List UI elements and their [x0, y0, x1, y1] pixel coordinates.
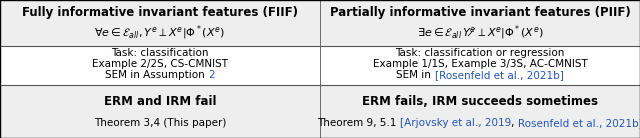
Text: Example 2/2S, CS-CMNIST: Example 2/2S, CS-CMNIST	[92, 59, 228, 69]
Text: Partially informative invariant features (PIIF): Partially informative invariant features…	[330, 6, 630, 19]
Text: $\exists e \in \mathcal{E}_{all}\, Y^e \not\perp X^e|\Phi^*(X^e)$: $\exists e \in \mathcal{E}_{all}\, Y^e \…	[417, 23, 543, 42]
Text: Theorem 3,4 (This paper): Theorem 3,4 (This paper)	[94, 118, 226, 128]
Text: Fully informative invariant features (FIIF): Fully informative invariant features (FI…	[22, 6, 298, 19]
Text: ERM fails, IRM succeeds sometimes: ERM fails, IRM succeeds sometimes	[362, 95, 598, 108]
Text: ,: ,	[511, 118, 518, 128]
Text: SEM in: SEM in	[397, 70, 435, 80]
Bar	[0, 85, 640, 138]
Text: [Rosenfeld et al., 2021b]: [Rosenfeld et al., 2021b]	[435, 70, 563, 80]
Text: Theorem 9, 5.1: Theorem 9, 5.1	[317, 118, 400, 128]
Text: $\forall e \in \mathcal{E}_{all}, Y^e \perp X^e|\Phi^*(X^e)$: $\forall e \in \mathcal{E}_{all}, Y^e \p…	[95, 23, 225, 42]
Bar	[0, 0, 640, 46]
Text: SEM in Assumption: SEM in Assumption	[105, 70, 208, 80]
Text: 2: 2	[208, 70, 215, 80]
Text: Example 1/1S, Example 3/3S, AC-CMNIST: Example 1/1S, Example 3/3S, AC-CMNIST	[372, 59, 588, 69]
Text: ERM and IRM fail: ERM and IRM fail	[104, 95, 216, 108]
Text: Task: classification or regression: Task: classification or regression	[396, 48, 564, 58]
Text: Rosenfeld et al., 2021b]: Rosenfeld et al., 2021b]	[518, 118, 640, 128]
Text: Task: classification: Task: classification	[111, 48, 209, 58]
Text: [Arjovsky et al., 2019: [Arjovsky et al., 2019	[400, 118, 511, 128]
